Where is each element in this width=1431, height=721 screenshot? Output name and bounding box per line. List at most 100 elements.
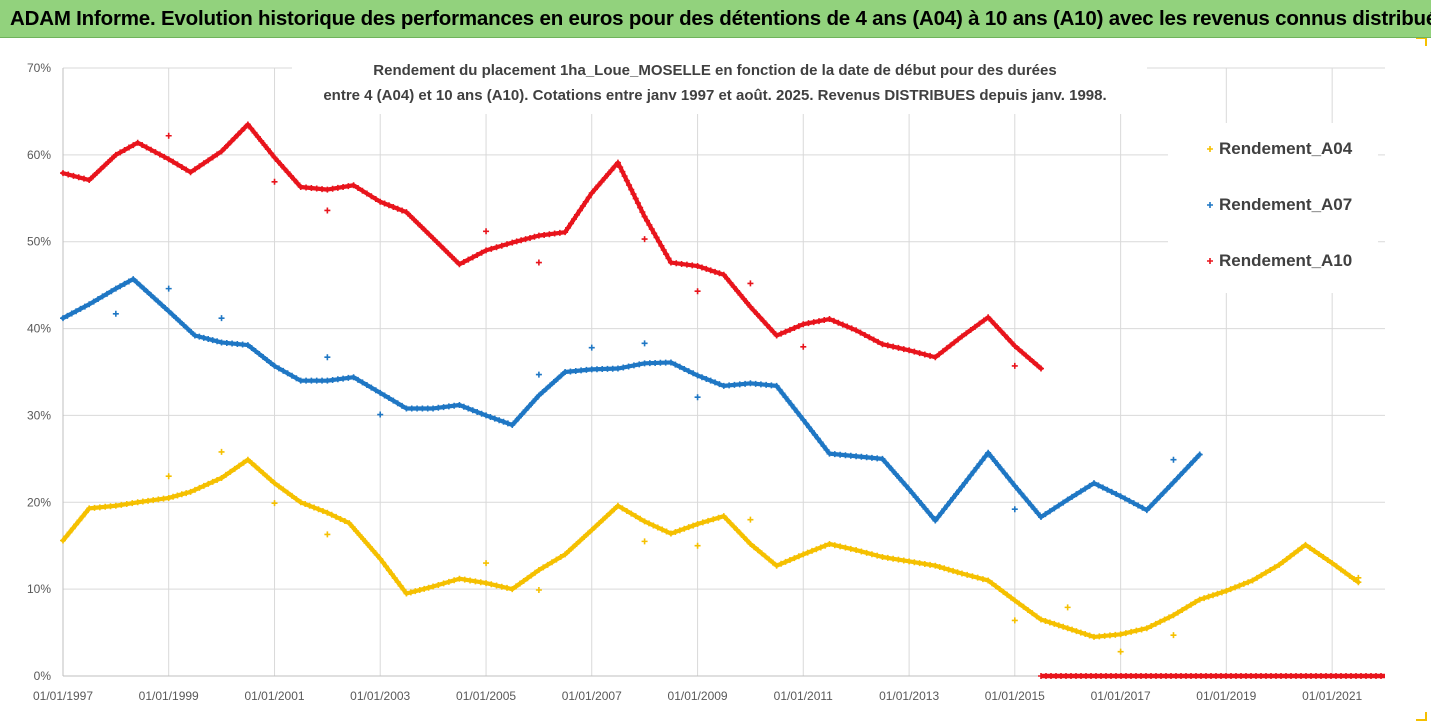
- data-point: [858, 548, 865, 555]
- data-point: [710, 516, 717, 523]
- data-point: [1205, 593, 1212, 600]
- data-point: [293, 496, 300, 503]
- outlier-point: [165, 285, 172, 292]
- data-point: [200, 160, 207, 167]
- data-point: [805, 320, 812, 327]
- data-point: [522, 236, 529, 243]
- data-point: [414, 220, 421, 227]
- data-point: [372, 196, 379, 203]
- outlier-point: [1011, 362, 1018, 369]
- data-point: [397, 582, 404, 589]
- x-tick-label: 01/01/2009: [668, 689, 728, 703]
- data-point: [1271, 564, 1278, 571]
- data-point: [672, 528, 679, 535]
- data-point: [407, 212, 414, 219]
- data-point: [223, 339, 230, 346]
- data-point: [1026, 355, 1033, 362]
- data-point: [170, 158, 177, 165]
- data-point: [1302, 541, 1309, 548]
- data-point: [847, 545, 854, 552]
- data-point: [847, 452, 854, 459]
- data-point: [155, 496, 162, 503]
- data-point: [911, 348, 918, 355]
- data-point: [598, 178, 605, 185]
- data-point: [483, 580, 490, 587]
- data-point: [65, 171, 72, 178]
- data-point: [390, 203, 397, 210]
- data-point: [1183, 465, 1190, 472]
- data-point: [912, 494, 919, 501]
- data-point: [445, 403, 452, 410]
- data-point: [766, 556, 773, 563]
- data-point: [795, 323, 802, 330]
- data-point: [569, 544, 576, 551]
- data-point: [1069, 626, 1076, 633]
- data-point: [773, 332, 780, 339]
- data-point: [214, 476, 221, 483]
- data-point: [403, 590, 410, 597]
- data-point: [274, 158, 281, 165]
- outlier-point: [1064, 604, 1071, 611]
- data-point: [60, 537, 66, 544]
- data-point: [820, 443, 827, 450]
- data-point: [648, 226, 655, 233]
- data-point: [720, 382, 727, 389]
- data-point: [778, 330, 785, 337]
- data-point: [355, 185, 362, 192]
- data-point: [1150, 500, 1157, 507]
- data-point: [1276, 561, 1283, 568]
- data-point: [895, 344, 902, 351]
- data-point: [1117, 493, 1124, 500]
- data-point: [768, 382, 775, 389]
- data-point: [275, 365, 282, 372]
- data-point: [650, 522, 657, 529]
- data-point: [663, 251, 670, 258]
- data-point: [853, 547, 860, 554]
- data-point: [1007, 594, 1014, 601]
- data-point: [577, 537, 584, 544]
- data-point: [747, 303, 754, 310]
- x-tick-label: 01/01/2005: [456, 689, 516, 703]
- data-point: [86, 505, 93, 512]
- data-point: [583, 366, 590, 373]
- data-point: [911, 559, 918, 566]
- data-point: [947, 342, 954, 349]
- data-point: [527, 234, 534, 241]
- data-point: [1333, 563, 1340, 570]
- data-point: [363, 539, 370, 546]
- data-point: [315, 506, 322, 513]
- data-point: [147, 146, 154, 153]
- data-point: [1287, 553, 1294, 560]
- data-point: [1283, 556, 1290, 563]
- data-point: [133, 279, 140, 286]
- data-point: [621, 173, 628, 180]
- data-point: [797, 413, 804, 420]
- data-point: [544, 561, 551, 568]
- data-point: [93, 169, 100, 176]
- data-point: [685, 524, 692, 531]
- data-point: [922, 505, 929, 512]
- data-point: [418, 224, 425, 231]
- data-point: [437, 242, 444, 249]
- data-point: [477, 579, 484, 586]
- data-point: [293, 375, 300, 382]
- data-point: [795, 553, 802, 560]
- data-point: [1193, 454, 1200, 461]
- data-point: [1001, 470, 1008, 477]
- data-point: [275, 483, 282, 490]
- data-point: [611, 506, 618, 513]
- data-point: [1128, 628, 1135, 635]
- data-point: [540, 564, 547, 571]
- data-point: [730, 283, 737, 290]
- data-point: [1157, 493, 1164, 500]
- data-point: [582, 198, 589, 205]
- chart-title-line-1: Rendement du placement 1ha_Loue_MOSELLE …: [373, 62, 1056, 79]
- data-point: [539, 389, 546, 396]
- data-point: [467, 577, 474, 584]
- data-point: [623, 177, 630, 184]
- data-point: [667, 359, 674, 366]
- data-point: [1138, 626, 1145, 633]
- data-point: [456, 575, 463, 582]
- data-point: [394, 205, 401, 212]
- data-point: [839, 321, 846, 328]
